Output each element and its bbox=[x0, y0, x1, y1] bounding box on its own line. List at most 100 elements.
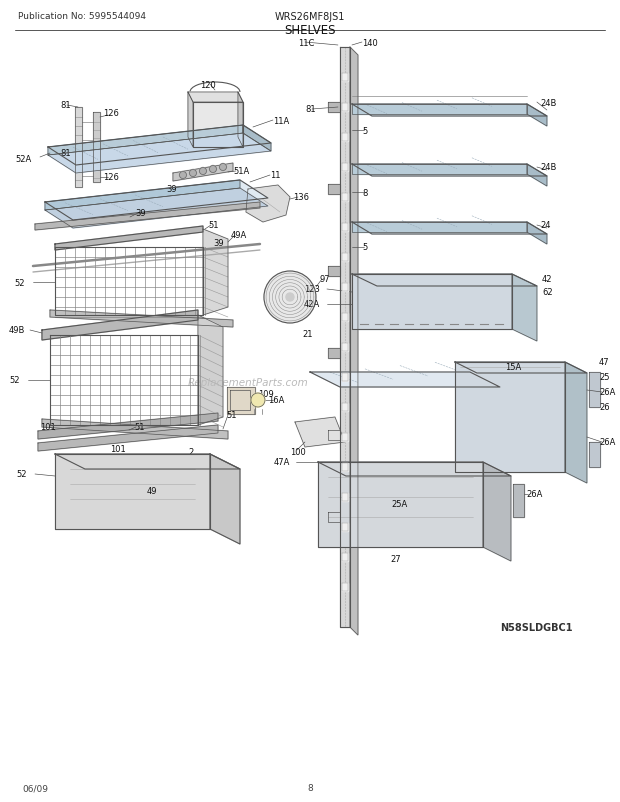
Polygon shape bbox=[342, 493, 348, 501]
Text: 52: 52 bbox=[17, 470, 27, 479]
Circle shape bbox=[219, 164, 226, 172]
Text: 140: 140 bbox=[362, 38, 378, 47]
Text: 126: 126 bbox=[103, 108, 119, 117]
Polygon shape bbox=[350, 48, 358, 635]
Text: 15A: 15A bbox=[505, 363, 521, 372]
Polygon shape bbox=[230, 391, 250, 411]
Text: Publication No: 5995544094: Publication No: 5995544094 bbox=[18, 12, 146, 21]
Polygon shape bbox=[352, 274, 512, 330]
Text: 100: 100 bbox=[290, 448, 306, 457]
Polygon shape bbox=[246, 186, 290, 223]
Polygon shape bbox=[342, 194, 348, 202]
Polygon shape bbox=[318, 463, 483, 547]
Text: 11A: 11A bbox=[273, 116, 289, 125]
Circle shape bbox=[210, 166, 216, 173]
Polygon shape bbox=[35, 203, 260, 231]
Text: 26A: 26A bbox=[526, 490, 542, 499]
Text: 81: 81 bbox=[60, 101, 71, 111]
Polygon shape bbox=[328, 103, 340, 113]
Text: 11C: 11C bbox=[298, 38, 314, 47]
Polygon shape bbox=[45, 180, 268, 221]
Polygon shape bbox=[203, 229, 228, 316]
Polygon shape bbox=[352, 274, 537, 286]
Polygon shape bbox=[342, 374, 348, 382]
Polygon shape bbox=[342, 224, 348, 232]
Polygon shape bbox=[318, 463, 511, 476]
Text: 97: 97 bbox=[320, 275, 330, 284]
Polygon shape bbox=[295, 418, 345, 448]
Polygon shape bbox=[328, 349, 340, 358]
Polygon shape bbox=[527, 223, 547, 245]
Text: 52: 52 bbox=[9, 376, 20, 385]
Polygon shape bbox=[50, 310, 233, 327]
Text: 51: 51 bbox=[226, 411, 236, 420]
Text: 49: 49 bbox=[147, 487, 157, 496]
Polygon shape bbox=[188, 93, 243, 103]
Polygon shape bbox=[342, 253, 348, 261]
Polygon shape bbox=[55, 227, 203, 251]
Circle shape bbox=[200, 168, 206, 176]
Polygon shape bbox=[342, 524, 348, 532]
Polygon shape bbox=[342, 403, 348, 411]
Text: 11: 11 bbox=[270, 172, 280, 180]
Polygon shape bbox=[210, 455, 240, 545]
Text: 26A: 26A bbox=[599, 438, 615, 447]
Polygon shape bbox=[352, 164, 527, 175]
Polygon shape bbox=[243, 126, 271, 152]
Circle shape bbox=[179, 172, 187, 180]
Polygon shape bbox=[483, 463, 511, 561]
Text: 26: 26 bbox=[599, 403, 609, 412]
Text: 39: 39 bbox=[166, 185, 177, 194]
Polygon shape bbox=[328, 431, 340, 440]
Polygon shape bbox=[342, 464, 348, 472]
Text: 51A: 51A bbox=[233, 168, 249, 176]
Text: 39: 39 bbox=[213, 238, 224, 247]
Polygon shape bbox=[48, 126, 271, 166]
Polygon shape bbox=[75, 107, 82, 188]
Polygon shape bbox=[513, 484, 524, 517]
Polygon shape bbox=[342, 583, 348, 591]
Text: 47: 47 bbox=[599, 358, 609, 367]
Text: 24B: 24B bbox=[540, 164, 556, 172]
Polygon shape bbox=[455, 363, 587, 374]
Text: 126: 126 bbox=[103, 173, 119, 182]
Text: 5: 5 bbox=[362, 243, 367, 252]
Polygon shape bbox=[342, 104, 348, 111]
Polygon shape bbox=[38, 426, 218, 452]
Text: 27: 27 bbox=[390, 555, 401, 564]
Text: 51: 51 bbox=[134, 423, 144, 432]
Polygon shape bbox=[342, 74, 348, 82]
Text: 42: 42 bbox=[542, 275, 552, 284]
Polygon shape bbox=[193, 103, 243, 148]
Polygon shape bbox=[55, 455, 210, 529]
Text: 123: 123 bbox=[304, 286, 320, 294]
Text: 47A: 47A bbox=[273, 458, 290, 467]
Polygon shape bbox=[352, 105, 527, 115]
Text: 21: 21 bbox=[302, 330, 312, 339]
Text: 25: 25 bbox=[599, 373, 609, 382]
Polygon shape bbox=[342, 284, 348, 292]
Polygon shape bbox=[342, 343, 348, 351]
Polygon shape bbox=[328, 184, 340, 195]
Polygon shape bbox=[198, 316, 223, 426]
Text: 109: 109 bbox=[258, 390, 273, 399]
Polygon shape bbox=[45, 188, 268, 229]
Text: 24B: 24B bbox=[540, 99, 556, 107]
Polygon shape bbox=[589, 373, 600, 407]
Polygon shape bbox=[42, 310, 198, 341]
Text: 8: 8 bbox=[362, 188, 367, 197]
Text: 16A: 16A bbox=[268, 396, 285, 405]
Polygon shape bbox=[352, 164, 547, 176]
Circle shape bbox=[264, 272, 316, 323]
Polygon shape bbox=[589, 443, 600, 468]
Polygon shape bbox=[93, 113, 100, 183]
Polygon shape bbox=[342, 553, 348, 561]
Text: WRS26MF8JS1: WRS26MF8JS1 bbox=[275, 12, 345, 22]
Text: 06/09: 06/09 bbox=[22, 784, 48, 792]
Polygon shape bbox=[340, 48, 350, 627]
Circle shape bbox=[251, 394, 265, 407]
Text: 52A: 52A bbox=[16, 156, 32, 164]
Polygon shape bbox=[48, 134, 271, 174]
Polygon shape bbox=[512, 274, 537, 342]
Text: ReplacementParts.com: ReplacementParts.com bbox=[188, 378, 308, 387]
